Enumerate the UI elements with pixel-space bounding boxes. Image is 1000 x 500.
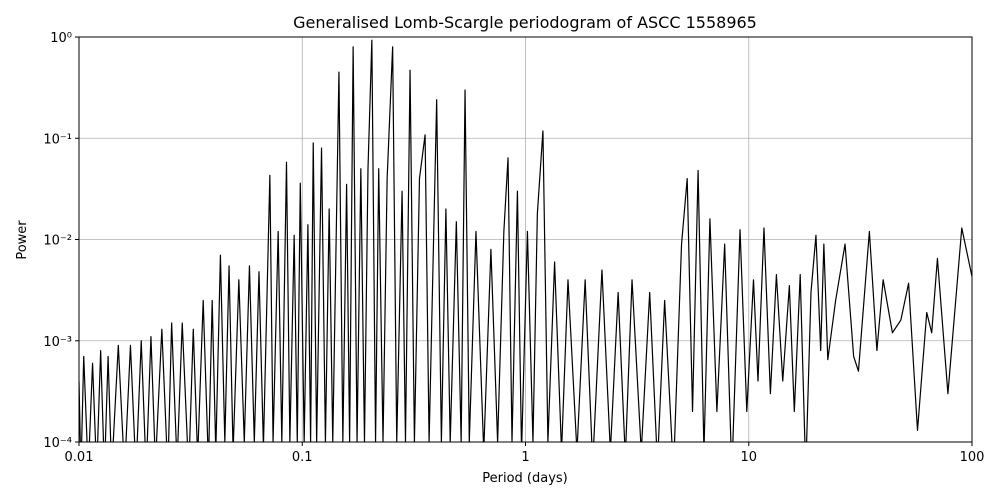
ticks: 0.01 0.1 1 10 100 10⁻⁴ 10⁻³ 10⁻² 10⁻¹ 10⁰ [43,31,984,465]
y-axis-label: Power [15,220,30,260]
chart-title: Generalised Lomb-Scargle periodogram of … [293,13,757,32]
periodogram-line [79,39,972,442]
y-tick-label: 10⁻³ [43,335,72,350]
y-tick-label: 10⁻⁴ [43,436,72,451]
x-tick-label: 10 [740,450,757,465]
x-tick-label: 100 [960,450,985,465]
x-tick-label: 0.1 [292,450,313,465]
y-tick-label: 10⁰ [50,31,72,46]
grid [78,36,973,443]
x-tick-label: 0.01 [65,450,94,465]
y-tick-label: 10⁻² [43,234,72,249]
y-tick-label: 10⁻¹ [43,132,72,147]
plot-area [79,39,972,442]
x-tick-label: 1 [521,450,529,465]
x-axis-label: Period (days) [482,471,568,486]
